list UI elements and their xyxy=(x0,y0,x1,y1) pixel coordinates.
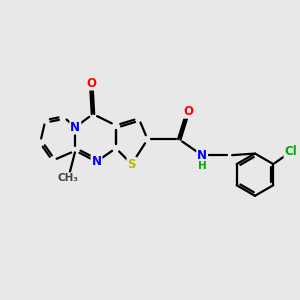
Text: N: N xyxy=(197,149,207,162)
Text: H: H xyxy=(198,161,206,171)
Text: CH₃: CH₃ xyxy=(58,173,79,183)
Text: Cl: Cl xyxy=(284,145,297,158)
Text: S: S xyxy=(128,158,136,171)
Text: N: N xyxy=(92,155,101,168)
Text: N: N xyxy=(70,121,80,134)
Text: O: O xyxy=(183,105,193,118)
Text: O: O xyxy=(86,76,96,90)
